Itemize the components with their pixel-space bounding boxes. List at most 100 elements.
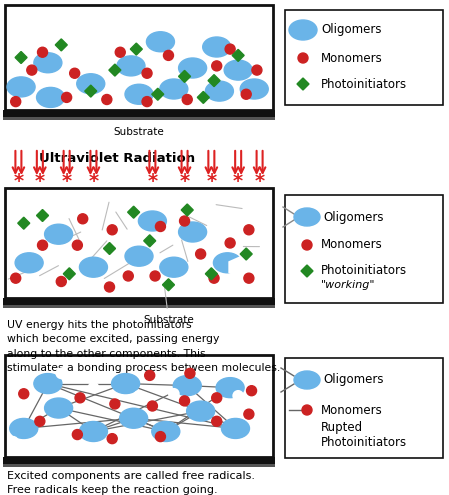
- Circle shape: [185, 368, 195, 378]
- Circle shape: [204, 372, 214, 383]
- Text: *: *: [233, 172, 243, 192]
- Ellipse shape: [34, 374, 62, 394]
- Circle shape: [196, 249, 206, 259]
- Ellipse shape: [7, 77, 35, 97]
- Polygon shape: [240, 248, 252, 260]
- FancyBboxPatch shape: [3, 117, 275, 120]
- Polygon shape: [232, 50, 244, 61]
- Circle shape: [134, 391, 144, 401]
- Ellipse shape: [138, 211, 167, 231]
- Ellipse shape: [289, 20, 317, 40]
- Ellipse shape: [205, 81, 233, 101]
- FancyBboxPatch shape: [3, 464, 275, 467]
- FancyBboxPatch shape: [285, 358, 443, 458]
- Text: Photoinitiators: Photoinitiators: [321, 436, 407, 448]
- Circle shape: [102, 95, 112, 104]
- Circle shape: [62, 93, 72, 102]
- Circle shape: [142, 97, 152, 106]
- Ellipse shape: [44, 398, 73, 418]
- Circle shape: [142, 68, 152, 78]
- Circle shape: [11, 273, 21, 283]
- Circle shape: [155, 221, 165, 232]
- FancyBboxPatch shape: [3, 457, 275, 464]
- Circle shape: [75, 393, 85, 403]
- Ellipse shape: [15, 253, 43, 273]
- Circle shape: [8, 437, 18, 446]
- Circle shape: [247, 386, 256, 396]
- Text: *: *: [62, 172, 72, 192]
- Ellipse shape: [125, 246, 153, 266]
- Ellipse shape: [36, 88, 65, 107]
- Polygon shape: [15, 51, 27, 63]
- Circle shape: [38, 240, 48, 250]
- FancyBboxPatch shape: [3, 110, 275, 117]
- Polygon shape: [208, 75, 220, 87]
- Ellipse shape: [44, 224, 73, 244]
- Polygon shape: [297, 78, 309, 90]
- Polygon shape: [109, 64, 121, 76]
- Circle shape: [72, 240, 82, 250]
- Polygon shape: [104, 243, 115, 254]
- Circle shape: [107, 434, 117, 444]
- Ellipse shape: [152, 422, 180, 442]
- Circle shape: [70, 68, 79, 78]
- Ellipse shape: [179, 222, 207, 242]
- Polygon shape: [205, 268, 217, 280]
- FancyBboxPatch shape: [3, 298, 275, 305]
- Circle shape: [150, 271, 160, 281]
- Ellipse shape: [240, 79, 268, 99]
- Circle shape: [11, 97, 21, 106]
- Ellipse shape: [216, 378, 244, 397]
- FancyBboxPatch shape: [5, 355, 273, 457]
- Circle shape: [155, 432, 165, 442]
- Circle shape: [145, 370, 155, 380]
- Circle shape: [27, 65, 37, 75]
- Text: Substrate: Substrate: [114, 127, 164, 137]
- Text: *: *: [147, 172, 158, 192]
- Circle shape: [115, 47, 125, 57]
- Circle shape: [38, 440, 48, 450]
- Circle shape: [212, 416, 222, 426]
- Text: Excited components are called free radicals.
Free radicals keep the reaction goi: Excited components are called free radic…: [7, 471, 255, 495]
- FancyBboxPatch shape: [3, 305, 275, 308]
- Ellipse shape: [179, 58, 207, 78]
- Circle shape: [35, 416, 45, 426]
- Text: Oligomers: Oligomers: [321, 23, 382, 37]
- Polygon shape: [163, 279, 175, 291]
- Polygon shape: [229, 257, 252, 277]
- Circle shape: [302, 240, 312, 250]
- Text: *: *: [206, 172, 216, 192]
- Polygon shape: [301, 265, 313, 277]
- FancyBboxPatch shape: [285, 195, 443, 303]
- Text: Monomers: Monomers: [321, 239, 383, 251]
- Text: Oligomers: Oligomers: [323, 374, 383, 387]
- Ellipse shape: [294, 371, 320, 389]
- Ellipse shape: [34, 53, 62, 73]
- Ellipse shape: [125, 84, 153, 104]
- Circle shape: [209, 273, 219, 283]
- Polygon shape: [197, 92, 209, 103]
- Text: *: *: [35, 172, 45, 192]
- Polygon shape: [18, 217, 30, 229]
- Text: Monomers: Monomers: [321, 51, 383, 64]
- Circle shape: [105, 282, 114, 292]
- Ellipse shape: [202, 37, 231, 57]
- Ellipse shape: [173, 376, 201, 396]
- Circle shape: [212, 61, 222, 71]
- Text: Oligomers: Oligomers: [323, 210, 383, 224]
- Circle shape: [147, 401, 158, 411]
- Circle shape: [302, 431, 312, 441]
- Circle shape: [225, 44, 235, 54]
- Ellipse shape: [119, 408, 148, 428]
- Text: Rupted: Rupted: [321, 422, 363, 435]
- Polygon shape: [130, 43, 142, 55]
- Ellipse shape: [221, 418, 250, 439]
- FancyBboxPatch shape: [5, 188, 273, 298]
- FancyBboxPatch shape: [5, 5, 273, 110]
- Ellipse shape: [112, 374, 140, 394]
- Circle shape: [225, 238, 235, 248]
- Ellipse shape: [160, 257, 188, 277]
- Polygon shape: [63, 268, 75, 280]
- Polygon shape: [144, 235, 156, 247]
- Ellipse shape: [77, 74, 105, 94]
